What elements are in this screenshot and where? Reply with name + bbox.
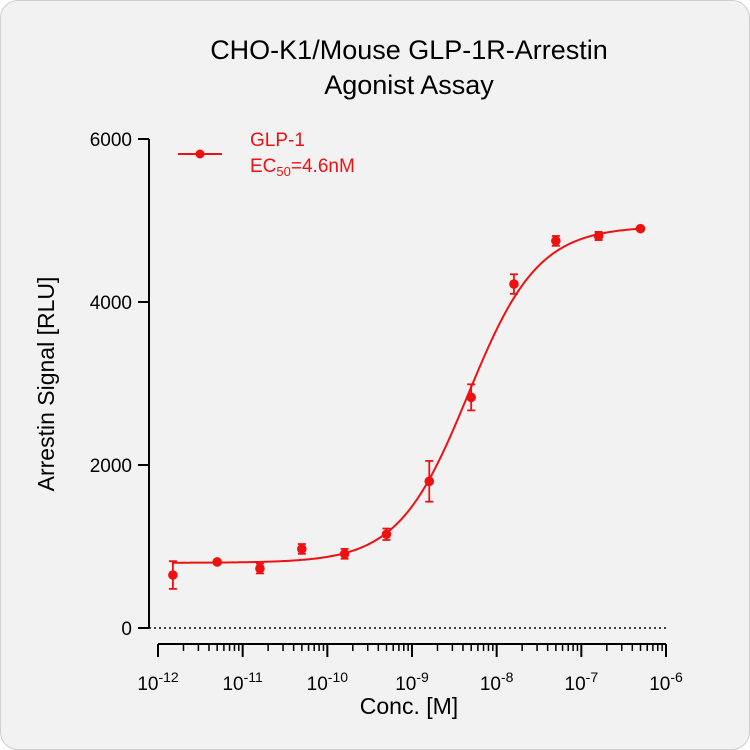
data-point: [466, 392, 476, 403]
y-tick-label: 4000: [90, 293, 132, 314]
x-tick-label: 10-11: [222, 669, 263, 695]
x-tick-exponent: -7: [586, 669, 599, 685]
chart-title-line-1: CHO-K1/Mouse GLP-1R-Arrestin: [210, 35, 608, 65]
x-tick-base: 10: [480, 674, 501, 695]
fit-curve-layer: [172, 227, 641, 564]
y-tick-label: 6000: [90, 130, 132, 151]
x-tick-label: 10-8: [480, 669, 514, 695]
x-tick-base: 10: [307, 674, 328, 695]
legend-point-marker: [195, 149, 205, 159]
legend: GLP-1 EC50=4.6nM: [178, 130, 355, 179]
x-tick-label: 10-12: [137, 669, 179, 695]
chart-title: CHO-K1/Mouse GLP-1R-Arrestin Agonist Ass…: [210, 35, 608, 100]
data-point: [635, 223, 646, 234]
legend-ec-subscript: 50: [276, 164, 290, 179]
x-tick-exponent: -6: [670, 669, 683, 685]
data-points-layer: [168, 223, 646, 590]
y-tick-label: 2000: [90, 456, 132, 477]
chart-title-line-2: Agonist Assay: [324, 70, 494, 100]
data-point: [255, 563, 265, 574]
y-axis-title: Arrestin Signal [RLU]: [33, 277, 59, 492]
x-tick-label: 10-7: [565, 669, 599, 695]
x-tick-exponent: -8: [501, 669, 514, 685]
data-point: [212, 557, 222, 567]
y-tick-label: 0: [121, 619, 132, 640]
data-point: [424, 476, 435, 487]
x-tick-exponent: -9: [416, 669, 429, 685]
data-point: [593, 231, 604, 241]
data-point: [381, 529, 392, 540]
x-tick-exponent: -12: [158, 669, 178, 685]
legend-ec-prefix: EC: [250, 156, 276, 177]
x-tick-base: 10: [222, 674, 243, 695]
x-tick-label: 10-6: [649, 669, 683, 695]
x-tick-label: 10-9: [395, 669, 429, 695]
x-tick-base: 10: [649, 674, 670, 695]
data-point: [509, 279, 519, 289]
legend-ec50-label: EC50=4.6nM: [250, 156, 355, 179]
data-point: [339, 549, 350, 559]
x-tick-base: 10: [137, 674, 158, 695]
legend-series-label: GLP-1: [250, 130, 305, 151]
x-tick-exponent: -11: [244, 669, 263, 685]
x-tick-exponent: -10: [328, 669, 348, 685]
x-axis-title: Conc. [M]: [360, 693, 458, 719]
x-tick-label: 10-10: [307, 669, 349, 695]
fit-curve-glp1: [172, 227, 641, 564]
data-point: [551, 236, 561, 246]
legend-ec-suffix: =4.6nM: [291, 156, 355, 177]
data-point: [168, 570, 178, 580]
x-tick-base: 10: [395, 674, 416, 695]
x-tick-base: 10: [565, 674, 586, 695]
data-point: [297, 544, 307, 554]
